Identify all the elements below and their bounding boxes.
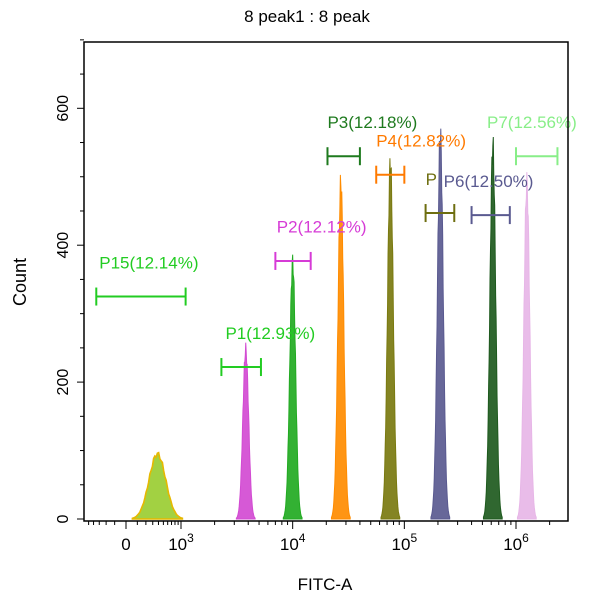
gate-label: P2(12.12%) — [277, 218, 367, 237]
gate-label: P15(12.14%) — [99, 253, 198, 272]
y-axis-label: Count — [10, 258, 30, 306]
x-tick-exponent: 6 — [522, 531, 529, 545]
histogram-peak — [380, 158, 401, 520]
x-axis-label: FITC-A — [298, 575, 353, 594]
gate-label: P — [426, 170, 437, 189]
gate[interactable]: P — [424, 170, 456, 223]
x-tick-exponent: 3 — [187, 531, 194, 545]
x-tick-label: 0 — [121, 535, 130, 554]
histogram-peak — [482, 136, 503, 520]
gate[interactable]: P7(12.56%) — [487, 113, 577, 166]
histogram-peak — [235, 342, 256, 520]
y-tick-label: 0 — [55, 514, 72, 523]
y-tick-label: 400 — [55, 232, 72, 259]
gate[interactable]: P3(12.18%) — [326, 113, 417, 166]
y-axis: 0 200 400 600 — [55, 39, 84, 523]
histogram-peak — [282, 254, 303, 520]
gate-label: P6(12.50%) — [444, 172, 534, 191]
gate[interactable]: P1(12.93%) — [220, 324, 315, 377]
x-tick-exponent: 5 — [410, 531, 417, 545]
y-tick-label: 600 — [55, 95, 72, 122]
y-tick-label: 200 — [55, 369, 72, 396]
x-tick-label: 105 — [392, 531, 418, 554]
gates-layer: P15(12.14%) P1(12.93%) P2(12.12%) P3(12.18%… — [95, 113, 577, 377]
x-tick-label: 103 — [168, 531, 194, 554]
peaks-layer — [131, 128, 537, 520]
gate-label: P7(12.56%) — [487, 113, 577, 132]
gate-label: P3(12.18%) — [327, 113, 417, 132]
histogram-peak — [516, 172, 537, 520]
histogram-peak — [430, 128, 451, 520]
chart-title: 8 peak1 : 8 peak — [244, 7, 370, 26]
gate[interactable]: P15(12.14%) — [95, 253, 198, 306]
x-tick-label: 106 — [503, 531, 529, 554]
histogram-peak — [131, 451, 184, 520]
x-tick-label: 104 — [280, 531, 306, 554]
gate-label: P4(12.82%) — [376, 131, 466, 150]
x-axis: 0 103 104 105 106 — [88, 521, 551, 554]
x-tick-exponent: 4 — [299, 531, 306, 545]
histogram-peak — [330, 174, 351, 520]
gate-label: P1(12.93%) — [225, 324, 315, 343]
gate[interactable]: P2(12.12%) — [274, 218, 367, 270]
gate[interactable]: P4(12.82%) — [375, 131, 466, 184]
gate[interactable]: P6(12.50%) — [444, 172, 534, 225]
